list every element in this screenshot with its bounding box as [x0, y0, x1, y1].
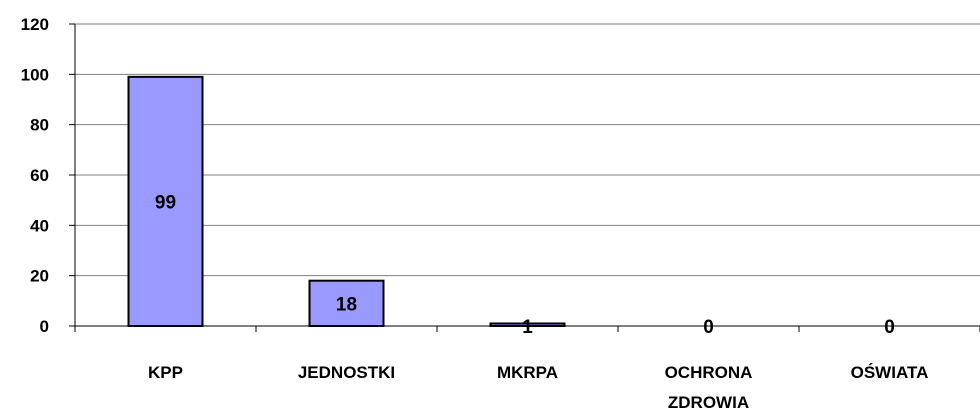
gridlines	[75, 23, 980, 277]
x-tick-label: JEDNOSTKI	[298, 363, 395, 382]
bar	[489, 322, 566, 328]
data-label: 18	[336, 294, 357, 315]
y-tick-label: 100	[21, 65, 49, 84]
data-label: 99	[155, 192, 176, 213]
y-tick-label: 20	[30, 267, 49, 286]
x-tick-label: KPP	[148, 363, 183, 382]
y-tick-label: 80	[30, 116, 49, 135]
bar	[308, 279, 385, 328]
y-axis-ticks: 0 20 40 60 80 100 120	[21, 15, 49, 336]
y-tick-label: 40	[30, 216, 49, 235]
category-labels: KPP JEDNOSTKI MKRPA OCHRONA ZDROWIA OŚWIATA	[148, 363, 928, 412]
bar	[127, 75, 204, 327]
data-label: 0	[703, 317, 714, 338]
x-tick-label: ZDROWIA	[668, 393, 749, 412]
data-label: 1	[522, 317, 533, 338]
y-tick-label: 0	[40, 317, 49, 336]
data-labels: 99 18 1 0 0	[155, 192, 895, 338]
x-tick-label: MKRPA	[497, 363, 558, 382]
x-tick-label: OCHRONA	[665, 363, 753, 382]
y-tick-label: 120	[21, 15, 49, 34]
x-tick-label: OŚWIATA	[851, 363, 929, 382]
data-label: 0	[884, 317, 895, 338]
axes	[69, 23, 980, 332]
bars	[127, 75, 566, 328]
y-tick-label: 60	[30, 166, 49, 185]
